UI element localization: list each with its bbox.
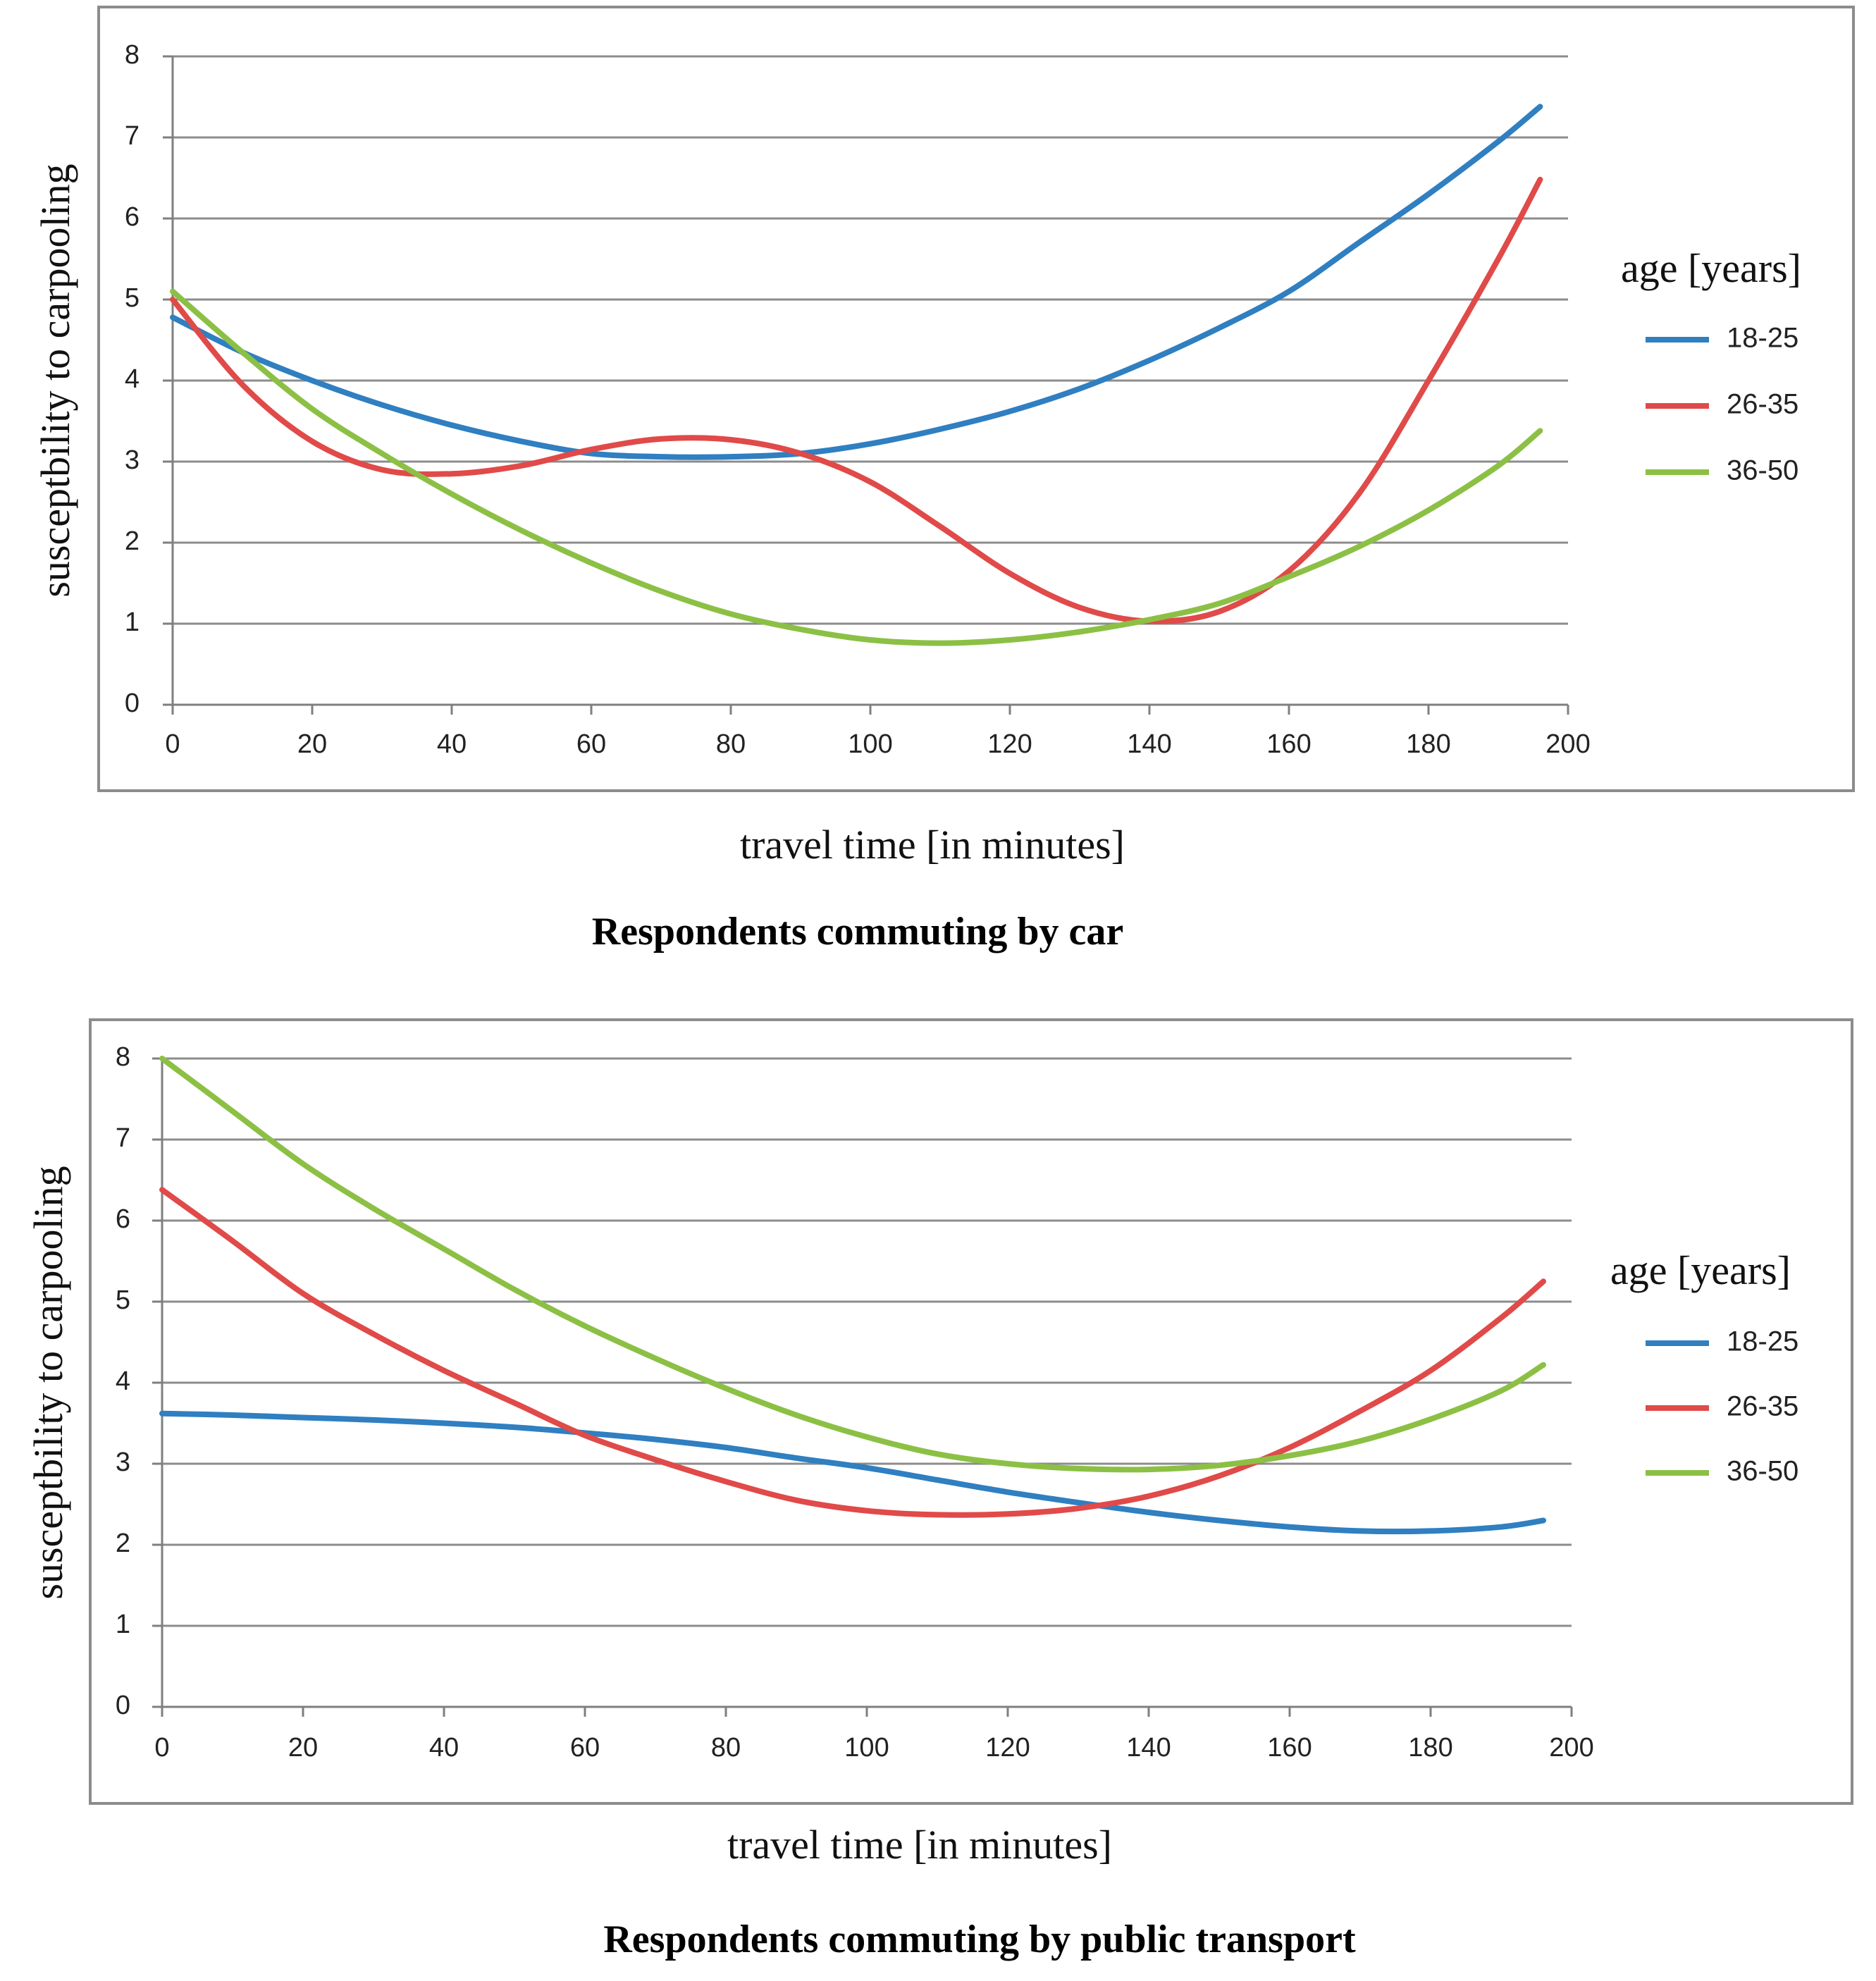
- x-tick-label: 20: [288, 1733, 318, 1763]
- x-tick-label: 200: [1549, 1733, 1593, 1763]
- y-tick-label: 4: [125, 364, 140, 394]
- x-tick-label: 80: [711, 1733, 741, 1763]
- y-tick-label: 2: [116, 1529, 130, 1558]
- legend-label-26-35: 26-35: [1727, 1391, 1798, 1422]
- x-tick-label: 200: [1545, 729, 1590, 759]
- x-tick-label: 160: [1267, 1733, 1312, 1763]
- y-tick-label: 0: [125, 689, 140, 718]
- y-tick-label: 1: [125, 607, 140, 637]
- legend-label-36-50: 36-50: [1727, 455, 1798, 486]
- y-tick-label: 7: [125, 121, 140, 151]
- legend-label-18-25: 18-25: [1727, 1326, 1798, 1357]
- y-axis-title: susceptbility to carpooling: [32, 163, 78, 597]
- legend: age [years] 18-25 26-35 36-50: [1610, 1247, 1798, 1487]
- series-line-36-50: [159, 1056, 1546, 1473]
- x-tick-label: 0: [154, 1733, 169, 1763]
- x-axis-title: travel time [in minutes]: [727, 1822, 1112, 1868]
- legend-title: age [years]: [1610, 1247, 1791, 1293]
- panel-frame: [97, 6, 1855, 792]
- chart-panel-car: 0 1 2 3 4 5 6 7 8 0 20 40 60 80 100 120 …: [32, 6, 1855, 792]
- y-tick-label: 6: [116, 1204, 130, 1234]
- x-tick-label: 60: [570, 1733, 600, 1763]
- chart-title-car: Respondents commuting by car: [592, 910, 1123, 954]
- legend-label-26-35: 26-35: [1727, 389, 1798, 420]
- panel-frame: [89, 1018, 1853, 1805]
- legend: age [years] 18-25 26-35 36-50: [1621, 245, 1801, 486]
- x-tick-label: 60: [576, 729, 606, 759]
- y-tick-label: 0: [116, 1691, 130, 1720]
- series-line-26-35: [170, 176, 1543, 624]
- series-line-18-25: [170, 104, 1543, 460]
- x-tick-label: 40: [429, 1733, 459, 1763]
- legend-title: age [years]: [1621, 245, 1801, 291]
- x-axis-title: travel time [in minutes]: [740, 822, 1125, 868]
- y-tick-label: 8: [116, 1042, 130, 1072]
- y-tick-label: 7: [116, 1123, 130, 1153]
- x-tick-label: 180: [1406, 729, 1450, 759]
- y-tick-label: 2: [125, 526, 140, 556]
- x-tick-label: 140: [1126, 1733, 1171, 1763]
- series-line-36-50: [170, 288, 1543, 646]
- series-line-18-25: [159, 1410, 1546, 1535]
- x-tick-label: 20: [297, 729, 327, 759]
- x-tick-label: 180: [1408, 1733, 1452, 1763]
- y-tick-label: 6: [125, 202, 140, 232]
- x-tick-label: 140: [1127, 729, 1171, 759]
- y-tick-label: 3: [125, 445, 140, 475]
- legend-label-36-50: 36-50: [1727, 1456, 1798, 1487]
- x-tick-label: 80: [716, 729, 746, 759]
- y-tick-label: 5: [125, 283, 140, 313]
- x-tick-label: 100: [848, 729, 892, 759]
- series-line-26-35: [159, 1187, 1546, 1518]
- chart-panel-public-transport: 0 1 2 3 4 5 6 7 8 0 20 40 60 80 100 120 …: [25, 1018, 1853, 1805]
- x-tick-label: 160: [1266, 729, 1311, 759]
- plot-area-car: [163, 55, 1569, 715]
- x-tick-label: 40: [437, 729, 467, 759]
- x-tick-label: 0: [165, 729, 180, 759]
- plot-area-public-transport: [152, 1056, 1573, 1717]
- x-tick-label: 100: [844, 1733, 889, 1763]
- y-tick-label: 4: [116, 1366, 130, 1396]
- chart-title-public-transport: Respondents commuting by public transpor…: [603, 1918, 1356, 1961]
- legend-label-18-25: 18-25: [1727, 323, 1798, 354]
- y-tick-label: 5: [116, 1285, 130, 1315]
- x-tick-label: 120: [987, 729, 1032, 759]
- y-axis-title: susceptbility to carpooling: [25, 1166, 71, 1599]
- y-tick-label: 8: [125, 40, 140, 70]
- y-tick-label: 1: [116, 1610, 130, 1639]
- x-tick-label: 120: [985, 1733, 1030, 1763]
- y-tick-label: 3: [116, 1448, 130, 1477]
